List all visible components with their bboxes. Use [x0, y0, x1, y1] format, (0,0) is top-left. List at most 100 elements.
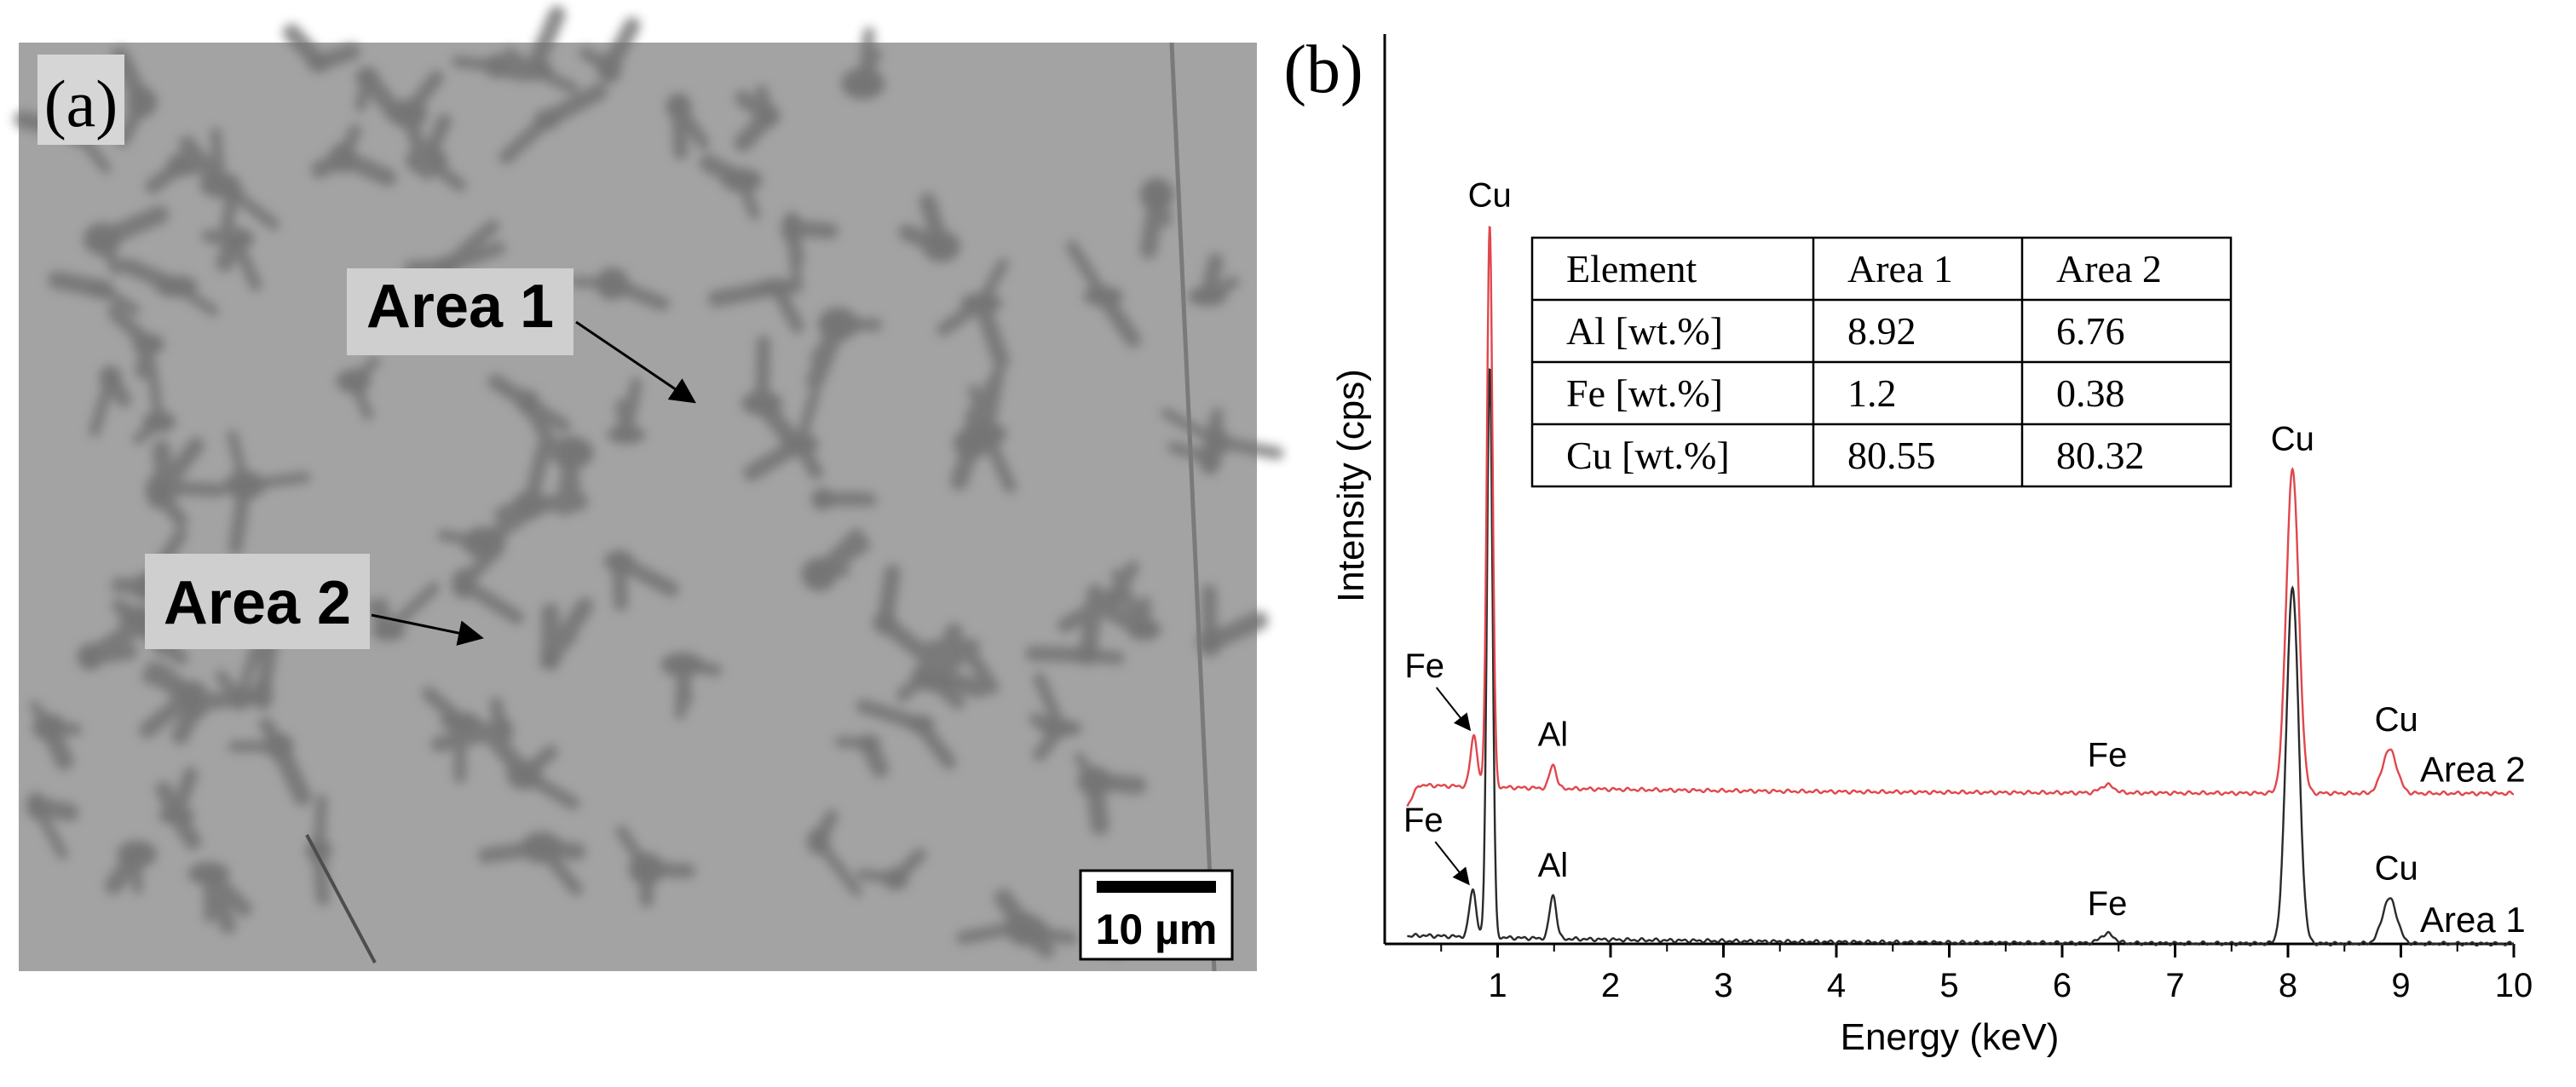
dark-phase-blob — [111, 47, 158, 147]
dark-phase-blob — [354, 66, 405, 123]
dark-phase-blob — [1101, 568, 1161, 641]
dark-phase-blob — [119, 257, 219, 317]
dark-phase-blob — [666, 93, 710, 160]
dark-phase-blob — [498, 83, 608, 164]
dark-phase-blob — [228, 716, 312, 807]
series-line-area-2 — [1406, 225, 2514, 808]
dark-phase-blob — [107, 305, 165, 380]
dark-phase-blob — [139, 663, 208, 739]
dark-phase-blob — [781, 211, 838, 294]
y-axis-label: Intensity (cps) — [1330, 369, 1372, 602]
dark-phase-blob — [699, 153, 763, 221]
dark-phase-blob — [146, 437, 208, 528]
dark-phase-blob — [568, 267, 670, 311]
dark-phase-blob — [1161, 406, 1284, 460]
x-tick-label: 3 — [1714, 967, 1732, 1004]
dark-phase-blob — [1187, 253, 1240, 307]
dark-phase-blob — [201, 227, 262, 291]
area-1-arrow — [575, 320, 696, 404]
chart-peak-labels: Cu Fe Al Fe Cu Cu Fe Al Fe Cu — [1403, 176, 2418, 923]
peak-label: Fe — [2088, 736, 2128, 774]
inset-table-cell: 80.55 — [1847, 434, 1936, 477]
dark-phase-blob — [29, 700, 82, 771]
peak-label: Fe — [2088, 885, 2128, 923]
dark-phase-blob — [841, 27, 885, 100]
dark-phase-blob — [734, 84, 781, 152]
x-tick-label: 2 — [1601, 967, 1620, 1004]
panel-a-label: (a) — [44, 66, 118, 141]
series-label-area-2: Area 2 — [2420, 749, 2526, 789]
dark-phase-blob — [48, 270, 141, 316]
dark-phase-blob — [310, 124, 397, 187]
dark-phase-blob — [1065, 240, 1142, 348]
series-label-area-1: Area 1 — [2420, 900, 2526, 940]
dark-phase-blob — [811, 487, 878, 510]
dark-phase-blob — [660, 652, 723, 720]
dark-phase-blob — [603, 549, 679, 612]
area-2-label: Area 2 — [164, 569, 351, 637]
x-tick-label: 5 — [1939, 967, 1958, 1004]
dark-phase-blob — [707, 278, 804, 334]
panel-b-label: (b) — [1283, 32, 1363, 107]
dark-phase-blob — [1139, 177, 1174, 259]
dark-phase-blob — [806, 809, 862, 897]
dark-phase-blob — [223, 429, 311, 555]
dark-phase-blob — [801, 528, 871, 592]
dark-phase-blob — [389, 70, 444, 181]
dark-phase-blob — [741, 335, 797, 444]
inset-table-cell: Fe [wt.%] — [1566, 371, 1723, 415]
dark-phase-blob — [607, 377, 646, 445]
dark-phase-blob — [805, 307, 883, 390]
peak-label: Fe — [1404, 647, 1444, 685]
dark-phase-blob — [336, 356, 381, 421]
dark-phase-blob — [178, 127, 241, 198]
dark-phase-blob — [873, 564, 936, 666]
x-tick-label: 8 — [2279, 967, 2297, 1004]
scratch-line — [305, 834, 377, 963]
x-tick-label: 10 — [2495, 967, 2533, 1004]
x-tick-label: 1 — [1488, 967, 1507, 1004]
x-axis-label: Energy (keV) — [1841, 1016, 2060, 1058]
inset-table-cell: Cu [wt.%] — [1566, 434, 1730, 477]
dark-phase-blob — [913, 623, 981, 692]
dark-phase-blob — [26, 791, 79, 860]
dark-phase-blob — [615, 825, 696, 908]
inset-table-cell: 6.76 — [2056, 309, 2125, 353]
area-2-label-bg — [145, 554, 370, 649]
dark-phase-blob — [89, 365, 132, 437]
area-1-label: Area 1 — [366, 273, 554, 341]
dark-phase-blob — [743, 388, 824, 481]
peak-label: Fe — [1403, 802, 1444, 839]
scale-bar — [1097, 881, 1216, 893]
dark-phase-blob — [487, 374, 571, 460]
peak-label-leader — [1434, 841, 1470, 886]
inset-table-cell: 1.2 — [1847, 371, 1897, 415]
dark-phase-blob — [966, 367, 1017, 493]
chart-axes: 1 2 3 4 5 6 7 8 9 10 — [1383, 34, 2533, 1004]
dark-phase-blob — [1196, 584, 1269, 657]
inset-table: Element Area 1 Area 2 Al [wt.%] 8.92 6.76 Fe [… — [1530, 236, 2233, 488]
inset-table-cell: 0.38 — [2056, 371, 2125, 415]
x-tick-label: 6 — [2053, 967, 2072, 1004]
peak-label: Al — [1538, 847, 1569, 884]
series-line-area-1 — [1406, 368, 2514, 947]
dark-phase-blob — [104, 840, 158, 895]
dark-phase-blob — [83, 205, 170, 275]
dark-phase-blob — [77, 623, 138, 670]
scale-bar-label: 10 µm — [1096, 906, 1218, 953]
dark-phase-blob — [155, 767, 202, 850]
inset-table-header-cell: Area 2 — [2056, 247, 2162, 290]
dark-phase-blob — [834, 733, 890, 778]
panel-a: (a) Area 1 Area 2 10 µm — [14, 5, 1284, 972]
dark-phase-blob — [452, 54, 533, 82]
peak-label: Cu — [2271, 420, 2314, 457]
inset-table-cell: Al [wt.%] — [1566, 309, 1723, 353]
dark-phase-blob — [936, 258, 1010, 370]
peak-label: Al — [1538, 716, 1569, 754]
dark-phase-blob — [956, 889, 1042, 945]
dark-phase-blob — [1074, 752, 1147, 836]
dark-phase-blob — [480, 722, 580, 810]
x-tick-label: 9 — [2391, 967, 2410, 1004]
